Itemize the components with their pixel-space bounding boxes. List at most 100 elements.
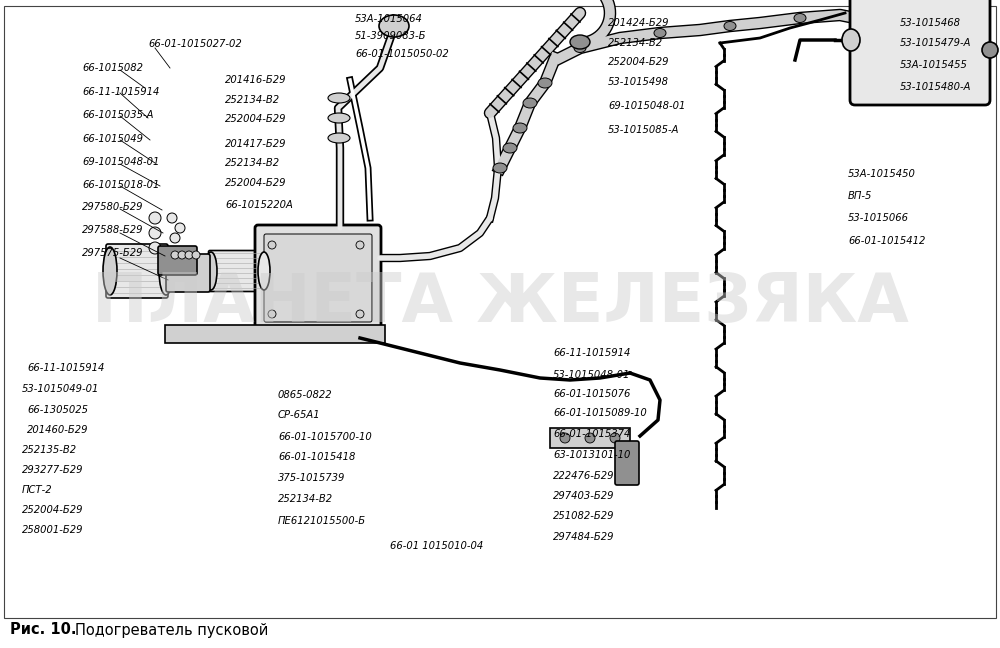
Ellipse shape (258, 252, 270, 290)
Ellipse shape (493, 163, 507, 173)
Text: 297575-Б29: 297575-Б29 (82, 248, 144, 258)
Text: 66-11-1015914: 66-11-1015914 (27, 363, 104, 373)
Text: 252134-В2: 252134-В2 (278, 494, 333, 504)
Circle shape (149, 212, 161, 224)
Circle shape (560, 433, 570, 443)
Circle shape (610, 433, 620, 443)
Text: 66-1015082: 66-1015082 (82, 63, 143, 73)
Circle shape (185, 251, 193, 259)
Text: 53-1015479-А: 53-1015479-А (900, 38, 972, 48)
Text: 201416-Б29: 201416-Б29 (225, 75, 287, 86)
Circle shape (170, 233, 180, 243)
Text: 66-01 1015010-04: 66-01 1015010-04 (390, 540, 483, 551)
Circle shape (171, 251, 179, 259)
Text: ПСТ-2: ПСТ-2 (22, 485, 53, 495)
Circle shape (585, 433, 595, 443)
Ellipse shape (654, 29, 666, 38)
Ellipse shape (379, 15, 409, 37)
Ellipse shape (513, 123, 527, 133)
Text: 53А-1015450: 53А-1015450 (848, 168, 916, 179)
FancyBboxPatch shape (615, 441, 639, 485)
Circle shape (356, 241, 364, 249)
Ellipse shape (205, 252, 217, 290)
Text: 66-01-1015700-10: 66-01-1015700-10 (278, 432, 372, 442)
FancyBboxPatch shape (106, 244, 168, 298)
Ellipse shape (794, 14, 806, 23)
Circle shape (149, 227, 161, 239)
Text: 251082-Б29: 251082-Б29 (553, 511, 614, 521)
Ellipse shape (103, 247, 117, 295)
Text: 66-1015018-01: 66-1015018-01 (82, 179, 159, 190)
Text: 51-3909083-Б: 51-3909083-Б (355, 31, 426, 41)
FancyBboxPatch shape (255, 225, 381, 331)
Text: 252004-Б29: 252004-Б29 (225, 114, 287, 124)
Text: 297580-Б29: 297580-Б29 (82, 202, 144, 213)
Circle shape (178, 251, 186, 259)
Circle shape (356, 310, 364, 318)
Text: 53-1015498: 53-1015498 (608, 76, 669, 87)
Text: 201424-Б29: 201424-Б29 (608, 18, 670, 29)
Text: 53-1015049-01: 53-1015049-01 (22, 384, 99, 394)
Text: 252134-В2: 252134-В2 (225, 158, 280, 168)
FancyBboxPatch shape (166, 254, 210, 292)
Text: 0865-0822: 0865-0822 (278, 390, 333, 400)
FancyBboxPatch shape (165, 325, 385, 343)
Text: 252004-Б29: 252004-Б29 (608, 57, 670, 67)
Ellipse shape (538, 78, 552, 88)
Circle shape (192, 251, 200, 259)
Text: 66-1015035-А: 66-1015035-А (82, 110, 154, 121)
Text: 252004-Б29: 252004-Б29 (225, 178, 287, 188)
Text: 66-01-1015374: 66-01-1015374 (553, 429, 630, 439)
Text: 63-1013101-10: 63-1013101-10 (553, 450, 630, 460)
Text: 53-1015085-А: 53-1015085-А (608, 124, 680, 135)
Text: 66-1015220А: 66-1015220А (225, 200, 293, 210)
Text: 293277-Б29: 293277-Б29 (22, 465, 84, 475)
Text: 53А-1015064: 53А-1015064 (355, 14, 423, 25)
Ellipse shape (328, 133, 350, 143)
Ellipse shape (328, 93, 350, 103)
Circle shape (982, 42, 998, 58)
Ellipse shape (159, 247, 173, 295)
Text: 222476-Б29: 222476-Б29 (553, 470, 614, 481)
Text: 53А-1015455: 53А-1015455 (900, 60, 968, 70)
Text: 252004-Б29: 252004-Б29 (22, 505, 84, 515)
Text: 53-1015048-01: 53-1015048-01 (553, 369, 630, 380)
FancyBboxPatch shape (158, 246, 197, 275)
Text: ПЛАНЕТА ЖЕЛЕЗЯКА: ПЛАНЕТА ЖЕЛЕЗЯКА (92, 270, 908, 336)
Text: 297484-Б29: 297484-Б29 (553, 531, 614, 542)
Text: 252134-В2: 252134-В2 (608, 38, 663, 48)
Ellipse shape (328, 113, 350, 123)
Text: 66-01-1015412: 66-01-1015412 (848, 236, 925, 246)
Text: 297403-Б29: 297403-Б29 (553, 491, 614, 502)
Circle shape (149, 242, 161, 254)
FancyBboxPatch shape (550, 428, 630, 448)
Text: 53-1015066: 53-1015066 (848, 213, 909, 223)
Ellipse shape (503, 143, 517, 153)
Text: 258001-Б29: 258001-Б29 (22, 525, 84, 535)
FancyBboxPatch shape (208, 251, 266, 292)
Ellipse shape (570, 35, 590, 49)
Text: ПЕ6121015500-Б: ПЕ6121015500-Б (278, 516, 366, 526)
Ellipse shape (724, 21, 736, 30)
Text: 66-01-1015050-02: 66-01-1015050-02 (355, 49, 449, 60)
Circle shape (268, 241, 276, 249)
Text: 69-1015048-01: 69-1015048-01 (82, 157, 159, 167)
Text: 69-1015048-01: 69-1015048-01 (608, 101, 685, 111)
Text: 201417-Б29: 201417-Б29 (225, 139, 287, 149)
Text: 66-01-1015076: 66-01-1015076 (553, 389, 630, 399)
Text: 66-01-1015089-10: 66-01-1015089-10 (553, 408, 647, 419)
FancyBboxPatch shape (850, 0, 990, 105)
Text: 66-11-1015914: 66-11-1015914 (82, 87, 159, 97)
Text: СР-65А1: СР-65А1 (278, 410, 321, 420)
Text: 297588-Б29: 297588-Б29 (82, 225, 144, 235)
Circle shape (268, 310, 276, 318)
Text: 66-11-1015914: 66-11-1015914 (553, 347, 630, 358)
Text: 375-1015739: 375-1015739 (278, 473, 345, 483)
Text: 252134-В2: 252134-В2 (225, 95, 280, 105)
Ellipse shape (842, 29, 860, 51)
FancyBboxPatch shape (264, 234, 372, 322)
Text: 66-01-1015418: 66-01-1015418 (278, 452, 355, 463)
Text: 53-1015468: 53-1015468 (900, 18, 961, 29)
Text: Рис. 10.: Рис. 10. (10, 623, 87, 638)
Text: ВП-5: ВП-5 (848, 191, 872, 201)
